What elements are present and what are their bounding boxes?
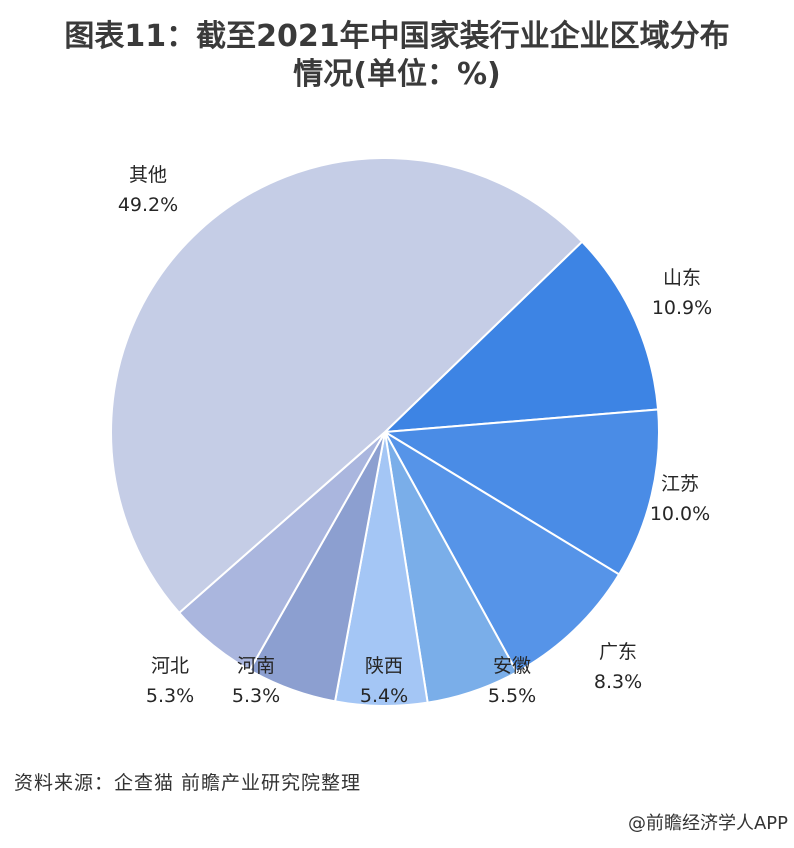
pie-slice-1 (110, 157, 584, 615)
slice-value-1: 49.2% (118, 194, 178, 216)
pie-slice-3 (381, 408, 660, 576)
slice-value-5: 5.5% (488, 685, 536, 707)
slice-value-3: 10.0% (650, 503, 710, 525)
chart-title: 图表11：截至2021年中国家装行业企业区域分布 情况(单位：%) (0, 18, 794, 94)
chart-title-line2: 情况(单位：%) (293, 57, 501, 92)
slice-value-6: 5.4% (360, 685, 408, 707)
slice-label-5: 安徽 (493, 655, 531, 677)
slice-value-7: 5.3% (232, 685, 280, 707)
pie-labels: 其他 49.2% 山东 10.9% 江苏 10.0% 广东 8.3% 安徽 5.5% 陕西 5.4% 河… (118, 164, 712, 707)
slice-label-4: 广东 (599, 641, 637, 663)
pie-slices (110, 157, 660, 707)
slice-label-2: 山东 (663, 267, 701, 289)
slice-label-1: 其他 (129, 164, 167, 186)
slice-value-4: 8.3% (594, 671, 642, 693)
slice-value-8: 5.3% (146, 685, 194, 707)
slice-label-8: 河北 (151, 655, 189, 677)
pie-slice-2 (382, 240, 660, 434)
credit-note: @前瞻经济学人APP (627, 813, 788, 834)
slice-value-2: 10.9% (652, 297, 712, 319)
pie-slice-4 (382, 429, 621, 674)
slice-label-6: 陕西 (365, 655, 403, 677)
source-note: 资料来源：企查猫 前瞻产业研究院整理 (14, 772, 362, 794)
slice-label-3: 江苏 (661, 473, 699, 495)
chart-title-line1: 图表11：截至2021年中国家装行业企业区域分布 (64, 19, 730, 54)
slice-label-7: 河南 (237, 655, 275, 677)
